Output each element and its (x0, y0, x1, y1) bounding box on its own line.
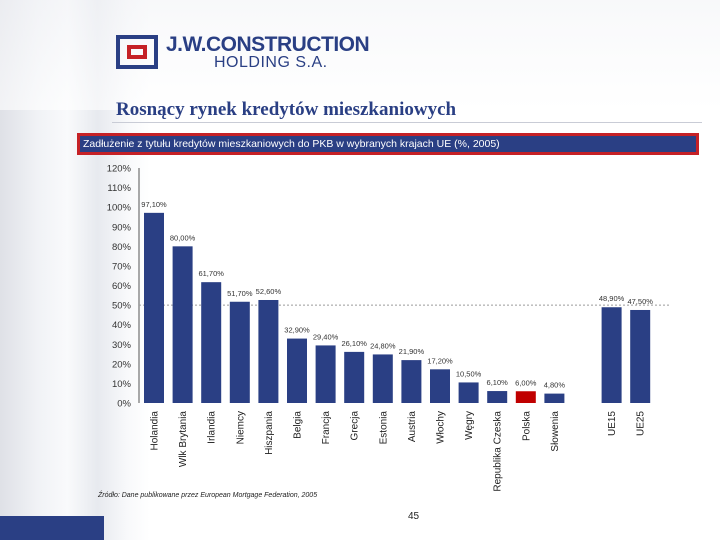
x-tick-label: Hiszpania (264, 411, 275, 455)
bar (601, 307, 622, 403)
bar (201, 282, 222, 403)
bar (458, 382, 479, 403)
bar (315, 345, 336, 403)
bar (144, 212, 164, 403)
data-label: 29,40% (313, 332, 339, 341)
bar (515, 391, 536, 403)
x-tick-label: Wlk Brytania (178, 411, 189, 468)
x-tick-label: Austria (407, 411, 418, 443)
data-label: 26,10% (341, 339, 367, 348)
x-tick-label: Estonia (378, 411, 389, 445)
bar (172, 246, 193, 403)
data-label: 80,00% (170, 233, 196, 242)
x-tick-label: Polska (521, 411, 532, 441)
logo-name: J.W.CONSTRUCTION (166, 33, 370, 56)
y-tick-label: 60% (112, 281, 132, 292)
y-tick-label: 20% (112, 359, 132, 370)
x-tick-label: Niemcy (235, 411, 246, 444)
data-label: 48,90% (599, 294, 625, 303)
x-tick-label: UE25 (636, 411, 647, 436)
data-label: 17,20% (427, 356, 453, 365)
x-tick-label: Holandia (150, 411, 161, 451)
y-tick-label: 30% (112, 340, 132, 351)
data-label: 21,90% (399, 347, 425, 356)
source-note: Źródło: Dane publikowane przez European … (98, 492, 318, 499)
x-tick-label: Francja (321, 411, 332, 445)
data-label: 24,80% (370, 341, 396, 350)
bar (544, 393, 565, 403)
x-tick-label: UE15 (607, 411, 618, 436)
data-label: 32,90% (284, 326, 310, 335)
bar (344, 351, 365, 403)
page-number: 45 (408, 511, 420, 522)
bar (258, 299, 279, 403)
y-tick-label: 50% (112, 301, 132, 312)
data-label: 51,70% (227, 289, 253, 298)
y-tick-label: 90% (112, 222, 132, 233)
company-logo: J.W.CONSTRUCTION HOLDING S.A. (116, 33, 376, 75)
y-tick-label: 70% (112, 261, 132, 272)
data-label: 47,50% (627, 297, 653, 306)
page-title: Rosnący rynek kredytów mieszkaniowych (116, 99, 457, 120)
data-label: 6,10% (487, 378, 509, 387)
bar (630, 309, 651, 403)
bar (372, 354, 393, 403)
x-tick-label: Republika Czeska (493, 411, 504, 492)
bar (430, 369, 450, 403)
logo-subtitle: HOLDING S.A. (214, 54, 328, 71)
y-tick-label: 40% (112, 320, 132, 331)
x-tick-label: Belgia (293, 411, 304, 439)
data-label: 61,70% (198, 269, 224, 278)
bar (287, 338, 307, 403)
y-tick-label: 80% (112, 242, 132, 253)
y-tick-label: 10% (112, 379, 132, 390)
y-tick-label: 120% (107, 164, 132, 175)
data-label: 4,80% (544, 381, 566, 390)
bar (401, 360, 422, 403)
data-label: 52,60% (256, 287, 282, 296)
background-fade (0, 0, 720, 110)
x-tick-label: Grecja (350, 411, 361, 441)
data-label: 10,50% (456, 369, 482, 378)
title-divider (112, 122, 702, 123)
data-label: 97,10% (141, 200, 167, 209)
bar (487, 391, 508, 403)
chart-subtitle: Zadłużenie z tytułu kredytów mieszkaniow… (77, 133, 699, 155)
x-tick-label: Irlandia (207, 411, 218, 444)
x-tick-label: Węgry (464, 411, 475, 440)
x-tick-label: Włochy (436, 411, 447, 444)
y-tick-label: 100% (107, 203, 132, 214)
logo-mark (116, 35, 158, 69)
y-tick-label: 0% (117, 399, 131, 410)
y-tick-label: 110% (107, 183, 131, 194)
data-label: 6,00% (515, 378, 537, 387)
footer-bar (0, 516, 104, 540)
bar (229, 301, 250, 403)
x-tick-label: Słowenia (550, 411, 561, 452)
